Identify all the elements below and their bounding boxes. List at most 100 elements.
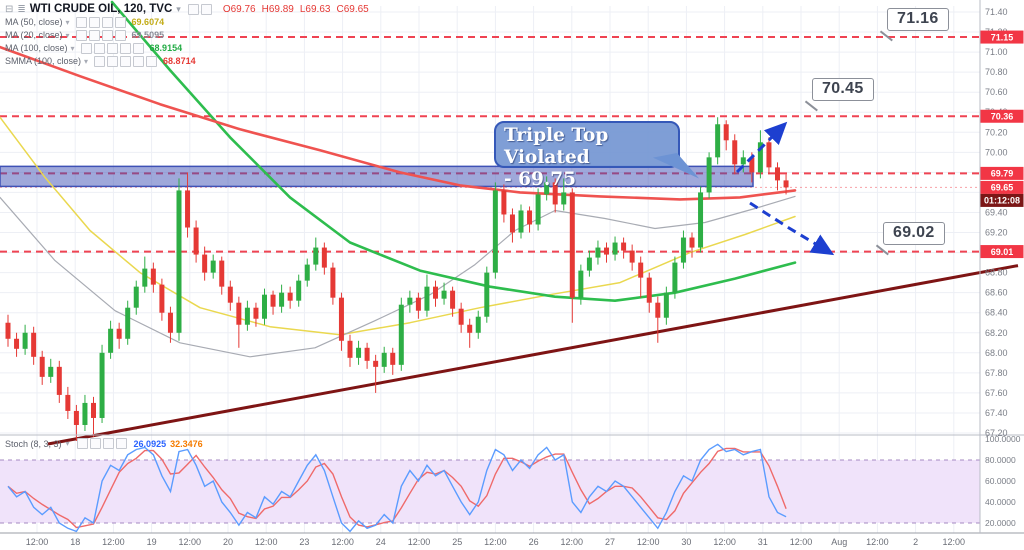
candle [689, 237, 695, 248]
candle [116, 328, 122, 339]
candle [484, 272, 490, 317]
candle [450, 290, 456, 309]
ma20-label: MA (20, close) [5, 30, 63, 40]
symbol-title[interactable]: WTI CRUDE OIL, 120, TVC [29, 3, 173, 15]
eye-toggle-button[interactable] [76, 438, 88, 449]
candle [407, 297, 413, 305]
settings-button[interactable] [107, 55, 119, 67]
stochastic-lines [7, 443, 787, 533]
svg-text:67.60: 67.60 [985, 388, 1008, 398]
pullback-arrow[interactable] [749, 201, 835, 256]
ma20-row[interactable]: MA (20, close) ▾ 69.5095 [5, 29, 369, 41]
eye-toggle-button[interactable] [75, 29, 87, 41]
ma50-value: 69.6074 [131, 17, 165, 27]
close-button[interactable] [119, 42, 131, 54]
eye-toggle-button[interactable] [94, 55, 106, 67]
stoch-band [0, 459, 980, 524]
price-callout-6902[interactable]: 69.02 [883, 222, 945, 245]
high-value: H69.89 [261, 3, 294, 15]
symbol-row[interactable]: ⊟ ≣ WTI CRUDE OIL, 120, TVC ▾ O69.76 H69… [5, 3, 369, 15]
smma100-row[interactable]: SMMA (100, close) ▾ 68.8714 [5, 55, 369, 67]
smma100-value: 68.8714 [163, 56, 196, 66]
smma-100-line[interactable] [0, 45, 797, 201]
price-flag-69.01 [980, 245, 1024, 259]
price-flag-69.79 [980, 166, 1024, 180]
close-value: C69.65 [336, 3, 369, 15]
candle [612, 242, 618, 255]
move-up-button[interactable] [106, 42, 118, 54]
price-flag-71.15 [980, 30, 1024, 44]
svg-text:12:00: 12:00 [255, 537, 278, 547]
candle [287, 292, 293, 301]
candle [646, 277, 652, 303]
menu-icon[interactable]: ≣ [17, 3, 26, 15]
ma-50-line[interactable] [0, 116, 796, 336]
candle [330, 267, 336, 298]
candle [262, 294, 267, 319]
close-button[interactable] [115, 438, 127, 449]
settings-button[interactable] [89, 438, 101, 449]
eye-toggle-button[interactable] [80, 42, 92, 54]
ma100-label: MA (100, close) [5, 43, 68, 53]
breakout-arrow[interactable] [735, 121, 788, 174]
candle [595, 247, 601, 258]
more-button[interactable] [132, 42, 144, 54]
candle [621, 242, 627, 251]
symbol-settings-button[interactable] [200, 3, 212, 15]
settings-button[interactable] [88, 29, 100, 41]
settings-button[interactable] [88, 16, 100, 28]
close-button[interactable] [114, 29, 126, 41]
price-callout-7116[interactable]: 71.16 [887, 8, 949, 31]
ma50-label: MA (50, close) [5, 17, 63, 27]
candle [39, 356, 45, 377]
candle [492, 190, 498, 273]
candle [176, 190, 182, 333]
chevron-down-icon[interactable]: ▾ [176, 3, 181, 14]
triple-top-annotation[interactable]: Triple Top Violated - 69.75 [494, 121, 700, 190]
svg-text:70.36: 70.36 [991, 111, 1014, 121]
low-value: L69.63 [299, 3, 331, 15]
svg-text:70.60: 70.60 [985, 87, 1008, 97]
close-button[interactable] [114, 16, 126, 28]
legend-panel: ⊟ ≣ WTI CRUDE OIL, 120, TVC ▾ O69.76 H69… [5, 3, 369, 67]
symbol-toggle-button[interactable] [187, 3, 199, 15]
collapse-icon[interactable]: ⊟ [5, 3, 14, 15]
svg-text:12:00: 12:00 [179, 537, 202, 547]
stoch-legend[interactable]: Stoch (8, 3, 3) ▾ 26.0925 32.3476 [5, 438, 203, 449]
candle [142, 268, 148, 287]
candle [356, 347, 362, 358]
candle [655, 302, 661, 318]
settings-button[interactable] [93, 42, 105, 54]
price-flag-70.36 [980, 109, 1024, 123]
candle [458, 308, 464, 325]
price-flag-69.65 [980, 180, 1024, 194]
candle [424, 286, 430, 311]
move-up-button[interactable] [120, 55, 132, 67]
close-button[interactable] [133, 55, 145, 67]
price-callout-7045[interactable]: 70.45 [812, 78, 874, 101]
price-flag-01:12:08 [980, 193, 1024, 207]
candle [321, 247, 327, 268]
candle [604, 247, 609, 255]
candle [210, 260, 216, 273]
ascending-trendline[interactable] [47, 264, 1019, 446]
trendline [47, 264, 1019, 446]
ma-20-line[interactable] [0, 195, 796, 358]
svg-text:68.60: 68.60 [985, 288, 1008, 298]
move-up-button[interactable] [102, 438, 114, 449]
candle [227, 286, 233, 303]
svg-text:12:00: 12:00 [561, 537, 584, 547]
svg-text:12:00: 12:00 [943, 537, 966, 547]
more-button[interactable] [146, 55, 158, 67]
ma50-row[interactable]: MA (50, close) ▾ 69.6074 [5, 16, 369, 28]
eye-toggle-button[interactable] [75, 16, 87, 28]
candle [663, 292, 669, 318]
svg-text:70.20: 70.20 [985, 127, 1008, 137]
candle [219, 260, 225, 287]
ma-100-line[interactable] [110, 0, 797, 303]
move-up-button[interactable] [101, 16, 113, 28]
candle [133, 286, 139, 308]
ma100-row[interactable]: MA (100, close) ▾ 68.9154 [5, 42, 369, 54]
move-up-button[interactable] [101, 29, 113, 41]
